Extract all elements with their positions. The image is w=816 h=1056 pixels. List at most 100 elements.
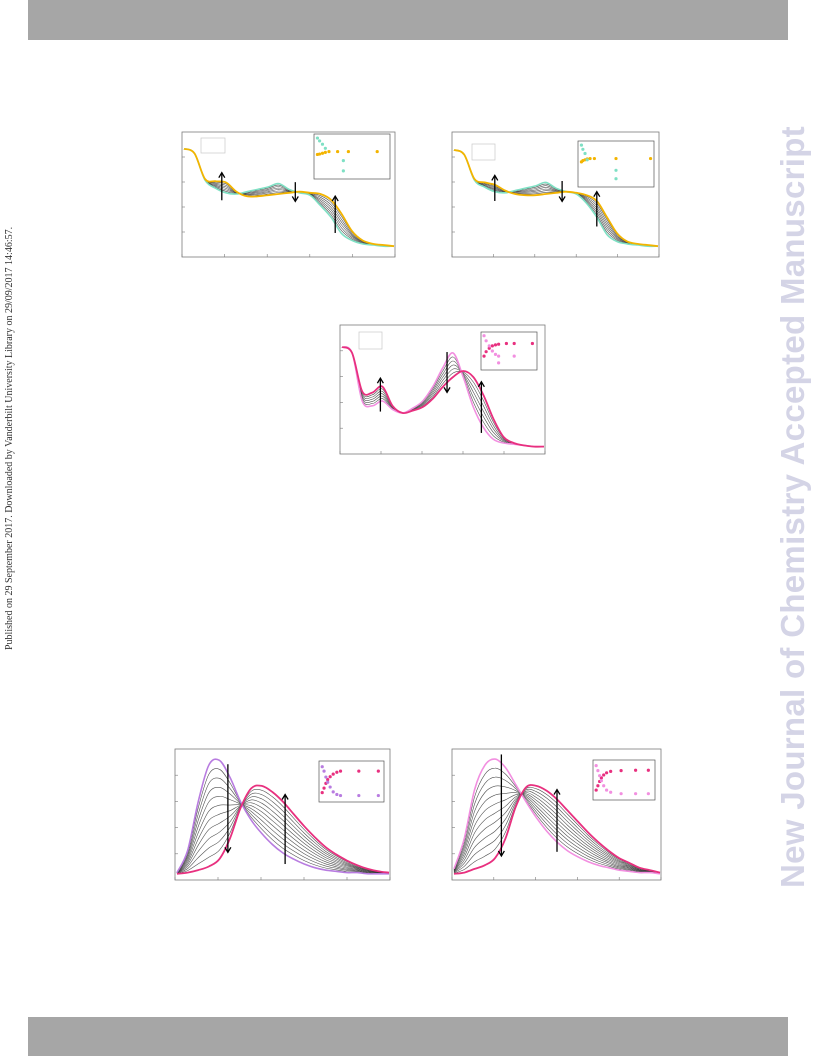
intermediate-curve (176, 799, 390, 874)
inset-point (598, 774, 602, 778)
initial-curve (453, 149, 659, 248)
intermediate-curve (453, 149, 659, 247)
initial-curve (341, 346, 545, 448)
final-curve (453, 149, 659, 248)
intermediate-curve (176, 792, 390, 874)
inset-point (599, 779, 603, 783)
inset-point (326, 780, 330, 784)
inset-point (322, 786, 326, 790)
inset-point (614, 156, 618, 161)
inset-point (315, 136, 320, 140)
inset-point (530, 341, 534, 346)
inset-point (594, 788, 598, 792)
inset-frame (313, 133, 391, 180)
inset-point (614, 168, 618, 172)
chart-1 (181, 131, 396, 258)
chart-5 (451, 748, 662, 881)
arrow-head (443, 387, 451, 394)
arrow-head (497, 850, 505, 858)
inset-point (609, 769, 613, 773)
watermark: New Journal of Chemistry Accepted Manusc… (770, 126, 811, 890)
publication-note-text: Published on 29 September 2017. Download… (4, 226, 15, 650)
inset-point (592, 156, 596, 161)
inset-point (338, 793, 343, 798)
inset-point (490, 344, 494, 348)
initial-curve (176, 758, 389, 875)
inset-point (605, 771, 609, 775)
intermediate-curve (183, 148, 395, 247)
inset-point (588, 156, 592, 161)
inset-frame (318, 760, 385, 803)
inset-point (324, 775, 328, 779)
watermark-text: New Journal of Chemistry Accepted Manusc… (774, 126, 811, 888)
inset-frame (480, 331, 538, 371)
inset-point (619, 769, 623, 773)
intermediate-curve (183, 148, 395, 247)
inset-point (504, 341, 508, 346)
inset-point (323, 146, 327, 150)
inset-point (320, 142, 325, 146)
arrow-head (331, 194, 339, 202)
arrow-head (553, 788, 561, 795)
inset-point (579, 143, 584, 147)
inset-point (357, 769, 361, 773)
final-curve (341, 346, 545, 448)
arrow-head (291, 196, 299, 203)
inset-point (614, 177, 618, 181)
inset-point (619, 792, 623, 796)
inset-point (646, 768, 650, 772)
intermediate-curve (453, 149, 659, 247)
footer-band (28, 1017, 788, 1056)
arrow-head (477, 380, 485, 388)
inset-point (331, 790, 335, 794)
final-curve (183, 147, 395, 248)
intermediate-curve (176, 804, 390, 874)
inset-point (341, 159, 345, 163)
inset-point (346, 149, 350, 154)
inset-point (634, 792, 638, 796)
intermediate-curve (176, 786, 390, 874)
inset-point (581, 147, 585, 151)
inset-point (634, 768, 638, 772)
chart-3 (339, 324, 546, 455)
inset-point (583, 151, 587, 156)
arrow-head (281, 793, 289, 800)
intermediate-curve (341, 346, 545, 447)
inset-point (512, 354, 516, 358)
legend-box (471, 143, 496, 161)
legend-box (200, 137, 226, 154)
inset-point (490, 349, 494, 353)
inset-point (602, 773, 606, 777)
publication-note: Published on 29 September 2017. Download… (2, 227, 18, 650)
inset-point (512, 341, 516, 346)
arrow-head (593, 190, 601, 198)
inset-point (605, 788, 609, 792)
arrow-head (218, 171, 226, 178)
intermediate-curve (176, 796, 390, 874)
inset-point (322, 769, 326, 773)
inset-point (646, 792, 650, 796)
intermediate-curve (176, 768, 390, 874)
inset-point (357, 793, 361, 798)
inset-point (497, 342, 501, 346)
inset-point (484, 350, 488, 354)
chart-2 (451, 131, 660, 258)
inset-point (487, 346, 491, 350)
inset-point (335, 770, 339, 774)
inset-point (375, 149, 379, 154)
inset-point (487, 344, 491, 348)
inset-point (336, 149, 340, 154)
inset-point (328, 775, 332, 779)
inset-point (320, 151, 325, 155)
inset-frame (592, 759, 656, 801)
chart-4 (174, 748, 391, 881)
intermediate-curve (176, 795, 390, 874)
inset-point (338, 769, 343, 773)
intermediate-curve (176, 802, 390, 874)
inset-point (326, 778, 330, 782)
inset-point (493, 343, 498, 347)
inset-point (335, 792, 339, 797)
header-band (28, 0, 788, 40)
inset-point (327, 149, 331, 154)
inset-point (341, 169, 345, 173)
